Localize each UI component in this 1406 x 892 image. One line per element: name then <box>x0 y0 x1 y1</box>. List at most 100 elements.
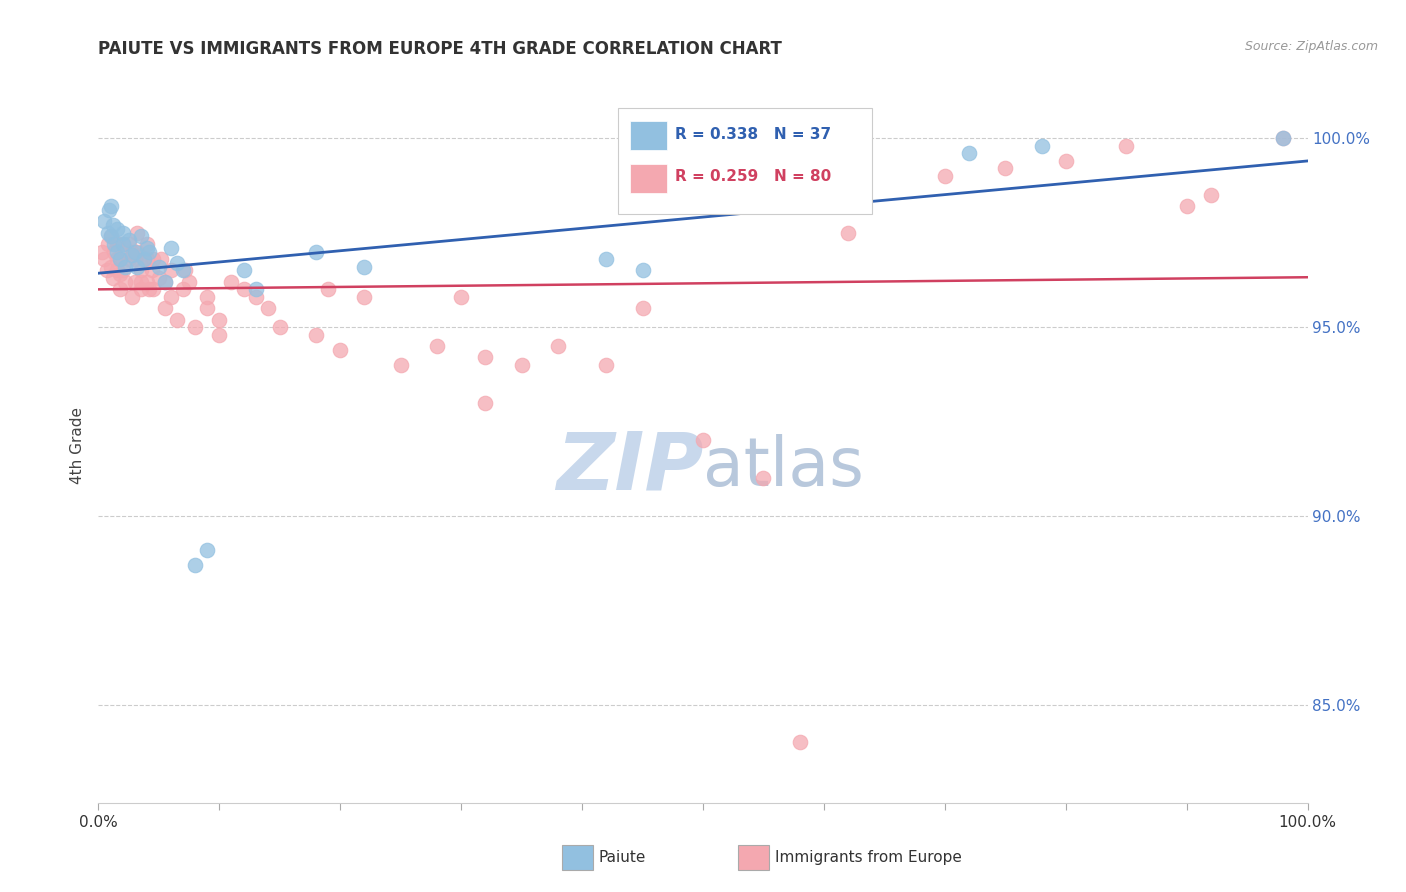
Point <box>135 275 157 289</box>
Point <box>1272 131 1295 145</box>
Point <box>208 312 231 326</box>
Point <box>174 263 197 277</box>
Point <box>547 339 569 353</box>
Point <box>160 241 183 255</box>
Point <box>245 290 267 304</box>
Point <box>111 237 134 252</box>
Point <box>118 233 141 247</box>
Point <box>121 290 143 304</box>
Point <box>269 320 291 334</box>
Point <box>232 263 254 277</box>
Point <box>100 229 122 244</box>
Point <box>142 282 165 296</box>
Text: Paiute: Paiute <box>599 850 647 864</box>
Point <box>195 290 218 304</box>
Point <box>138 282 160 296</box>
Point <box>789 735 811 749</box>
Point <box>245 282 267 296</box>
Point <box>134 252 156 266</box>
Point <box>93 214 115 228</box>
Point <box>256 301 278 316</box>
Point <box>134 252 156 266</box>
Point <box>111 263 134 277</box>
Bar <box>619 109 872 214</box>
Point <box>172 263 194 277</box>
Point <box>160 263 183 277</box>
Point <box>100 229 122 244</box>
Point <box>166 312 188 326</box>
Point <box>184 320 207 334</box>
Point <box>103 237 125 252</box>
Text: Source: ZipAtlas.com: Source: ZipAtlas.com <box>1244 40 1378 54</box>
Point <box>353 290 375 304</box>
Point <box>160 290 183 304</box>
Point <box>118 237 141 252</box>
Point <box>97 226 120 240</box>
Point <box>172 282 194 296</box>
Text: R = 0.338   N = 37: R = 0.338 N = 37 <box>675 127 831 142</box>
Point <box>100 260 122 274</box>
Bar <box>630 121 666 150</box>
Point <box>184 558 207 572</box>
Point <box>1199 188 1222 202</box>
Point <box>114 275 136 289</box>
Point <box>129 275 152 289</box>
Point <box>97 237 120 252</box>
Point <box>142 252 165 266</box>
Point <box>101 271 124 285</box>
Text: Immigrants from Europe: Immigrants from Europe <box>775 850 962 864</box>
Text: R = 0.259   N = 80: R = 0.259 N = 80 <box>675 169 831 185</box>
Point <box>195 542 218 557</box>
Point <box>105 222 128 236</box>
Point <box>752 471 775 485</box>
Point <box>389 358 412 372</box>
Point <box>127 226 149 240</box>
Point <box>837 226 859 240</box>
Point <box>957 146 980 161</box>
Point <box>353 260 375 274</box>
Point <box>150 252 173 266</box>
Point <box>105 237 128 252</box>
Point <box>166 256 188 270</box>
Bar <box>630 164 666 193</box>
Point <box>121 248 143 262</box>
Point <box>232 282 254 296</box>
Text: PAIUTE VS IMMIGRANTS FROM EUROPE 4TH GRADE CORRELATION CHART: PAIUTE VS IMMIGRANTS FROM EUROPE 4TH GRA… <box>98 40 782 58</box>
Point <box>474 351 496 365</box>
Point <box>91 244 114 259</box>
Point <box>135 237 157 252</box>
Point <box>114 260 136 274</box>
Point <box>111 226 134 240</box>
Point <box>1272 131 1295 145</box>
Point <box>329 343 352 357</box>
Point <box>108 252 131 266</box>
Point <box>148 260 170 274</box>
Point <box>135 241 157 255</box>
Point <box>127 260 149 274</box>
Point <box>100 199 122 213</box>
Point <box>195 301 218 316</box>
Point <box>1054 153 1077 168</box>
Point <box>148 271 170 285</box>
Point <box>141 263 163 277</box>
Point <box>96 263 118 277</box>
Point <box>426 339 449 353</box>
Point <box>103 244 125 259</box>
Point <box>111 237 134 252</box>
Point <box>1031 138 1053 153</box>
Point <box>93 252 115 266</box>
Point <box>316 282 339 296</box>
Point <box>153 301 176 316</box>
Text: atlas: atlas <box>703 434 863 500</box>
Point <box>179 275 201 289</box>
Point <box>1115 138 1137 153</box>
Point <box>129 282 152 296</box>
Point <box>135 252 157 266</box>
Point <box>138 244 160 259</box>
Point <box>124 252 146 266</box>
Point <box>118 252 141 266</box>
Point <box>108 282 131 296</box>
Point <box>631 301 654 316</box>
Point <box>994 161 1017 176</box>
Point <box>129 229 152 244</box>
